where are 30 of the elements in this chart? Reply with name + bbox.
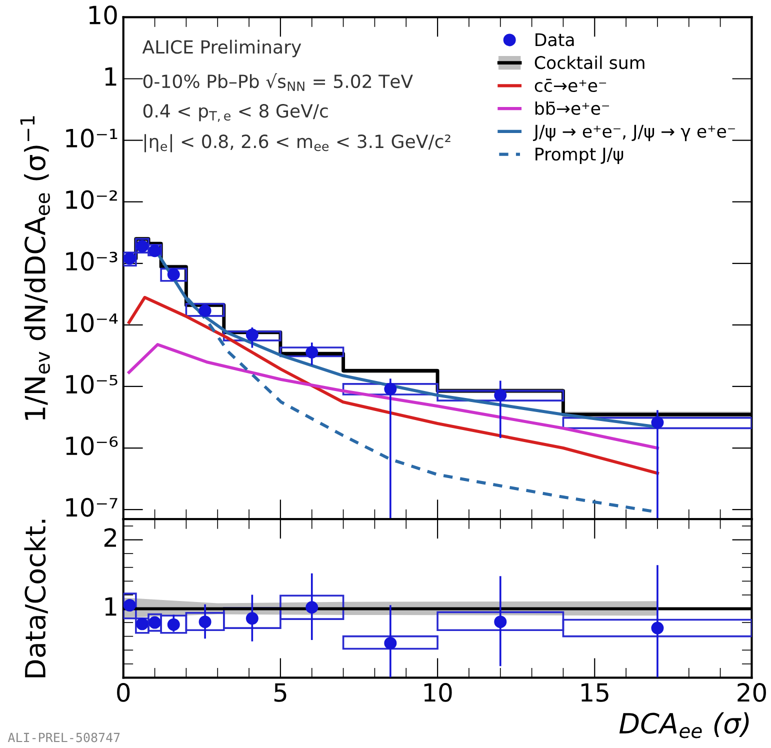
y-axis-title: Data/Cockt.: [24, 520, 48, 678]
y-axis-title: 1/N$_{ev}$ dN/dDCA$_{ee}$ (σ)$^{−1}$: [20, 116, 50, 420]
legend-label: Cocktail sum: [534, 56, 644, 70]
y-tick-label: 10⁻²: [66, 190, 117, 210]
y-tick-label: 10⁻⁴: [66, 313, 118, 332]
legend-label: J/ψ → e⁺e⁻, J/ψ → γ e⁺e⁻: [532, 124, 735, 142]
text: ALI-PREL-508747: [8, 732, 120, 742]
x-tick-label: 20: [738, 682, 766, 702]
y-tick-label: 1: [105, 597, 116, 616]
x-tick-label: 15: [581, 683, 608, 702]
y-tick-label: 10⁻⁶: [66, 436, 118, 456]
y-tick-label: 1: [105, 67, 116, 86]
x-tick-label: 0: [117, 682, 130, 702]
legend-label: Data: [536, 33, 574, 46]
x-tick-label: 10: [424, 682, 452, 702]
y-tick-label: 2: [104, 528, 116, 547]
y-tick-label: 10: [89, 6, 117, 24]
annotation: |η$_{e}$| < 0.8, 2.6 < m$_{ee}$ < 3.1 GeV/c²: [144, 134, 450, 152]
x-axis-title: DCA$_{ee}$ (σ): [619, 712, 749, 738]
annotation: 0-10% Pb–Pb √s$_{NN}$ = 5.02 TeV: [143, 73, 413, 91]
annotation: 0.4 < p$_{T,e}$ < 8 GeV/c: [143, 104, 328, 122]
legend-label: cc̄→e⁺e⁻: [534, 78, 606, 92]
annotation: ALICE Preliminary: [142, 40, 302, 58]
y-tick-label: 10⁻⁵: [66, 374, 118, 394]
x-tick-label: 5: [274, 683, 286, 702]
legend-label: bb̄→e⁺e⁻: [535, 101, 609, 115]
legend-label: Prompt J/ψ: [536, 148, 624, 164]
y-tick-label: 10⁻³: [66, 252, 118, 271]
y-tick-label: 10⁻⁷: [66, 498, 118, 517]
y-tick-label: 10⁻¹: [66, 128, 118, 148]
